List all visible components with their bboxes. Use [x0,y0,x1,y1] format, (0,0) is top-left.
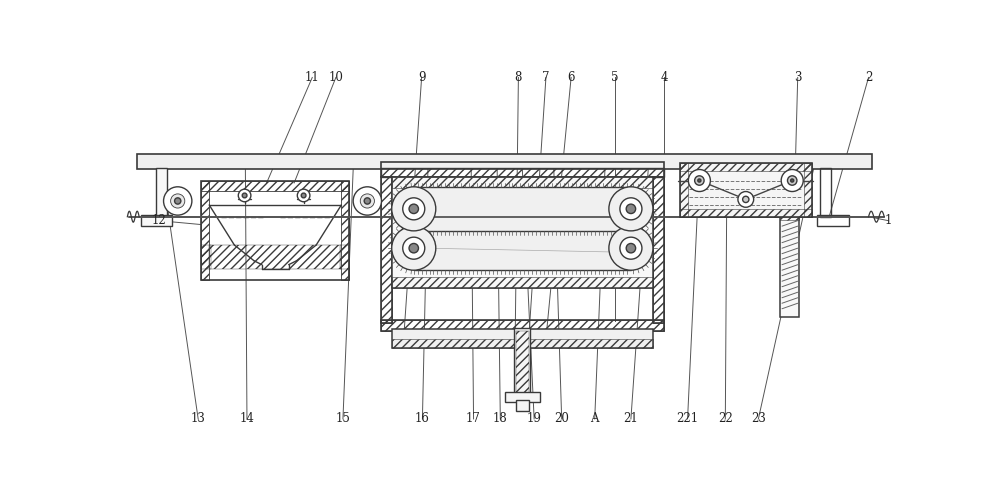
Bar [156,168,167,217]
Circle shape [626,244,636,253]
Circle shape [609,187,653,231]
Bar [505,392,540,402]
Circle shape [392,226,436,270]
Circle shape [620,198,642,220]
Circle shape [695,176,704,185]
Bar [341,181,349,280]
Bar [201,181,349,191]
Text: 1: 1 [885,214,892,227]
Bar [680,163,688,217]
Text: 21: 21 [624,413,638,425]
Text: 17: 17 [466,413,481,425]
Bar [201,245,211,269]
Circle shape [698,179,701,182]
Bar [780,211,799,220]
Circle shape [364,198,370,204]
Text: 16: 16 [415,413,430,425]
Circle shape [738,191,754,207]
Bar [201,181,209,280]
Circle shape [409,244,418,253]
Bar [392,177,653,287]
Text: 221: 221 [677,413,699,425]
Bar [209,245,341,269]
Text: 23: 23 [751,413,766,425]
Text: 7: 7 [542,71,550,84]
Bar [392,329,653,348]
Bar [381,320,664,331]
Bar [414,226,631,270]
Circle shape [238,189,251,202]
Circle shape [360,194,374,208]
Circle shape [688,170,710,191]
Text: 5: 5 [611,71,619,84]
Bar [141,215,172,226]
Text: A: A [590,413,599,425]
Bar [381,168,664,177]
Bar [653,177,664,323]
Bar [392,277,653,287]
Circle shape [353,187,381,215]
Circle shape [175,198,181,204]
Text: 3: 3 [794,71,801,84]
Circle shape [743,196,749,203]
Circle shape [787,176,797,185]
Bar [392,339,653,348]
Bar [414,187,631,231]
Circle shape [297,189,310,202]
Bar [137,154,872,170]
Circle shape [403,237,425,259]
Bar [363,201,371,211]
Bar [817,215,849,226]
Bar [516,331,529,394]
Bar [680,163,812,217]
Bar [381,177,392,323]
Bar [340,245,349,269]
Circle shape [626,204,636,213]
Circle shape [403,198,425,220]
Bar [804,163,812,217]
Text: 9: 9 [418,71,425,84]
Text: 12: 12 [151,214,166,227]
Text: 4: 4 [660,71,668,84]
Circle shape [164,187,192,215]
Text: 6: 6 [567,71,575,84]
Bar [516,400,529,411]
Text: 18: 18 [493,413,508,425]
Circle shape [409,204,418,213]
Circle shape [301,193,306,198]
Bar [680,163,812,171]
Circle shape [392,187,436,231]
Circle shape [791,179,794,182]
Circle shape [620,237,642,259]
Text: 10: 10 [328,71,343,84]
Bar [392,177,653,188]
Text: 20: 20 [554,413,569,425]
Bar [381,162,664,177]
Bar [514,328,530,395]
Text: 2: 2 [865,71,872,84]
Circle shape [781,170,803,191]
Text: 14: 14 [240,413,254,425]
Text: 8: 8 [515,71,522,84]
Text: 13: 13 [191,413,206,425]
Bar [653,177,664,323]
Bar [381,177,392,323]
Bar [174,201,182,211]
Bar [780,211,799,317]
Bar [820,168,831,217]
Bar [680,209,812,217]
Bar [381,320,664,331]
Circle shape [242,193,247,198]
Text: 19: 19 [527,413,542,425]
Text: 15: 15 [336,413,350,425]
Circle shape [609,226,653,270]
Circle shape [171,194,185,208]
Text: 22: 22 [718,413,733,425]
Bar [201,181,349,280]
Text: 11: 11 [305,71,320,84]
